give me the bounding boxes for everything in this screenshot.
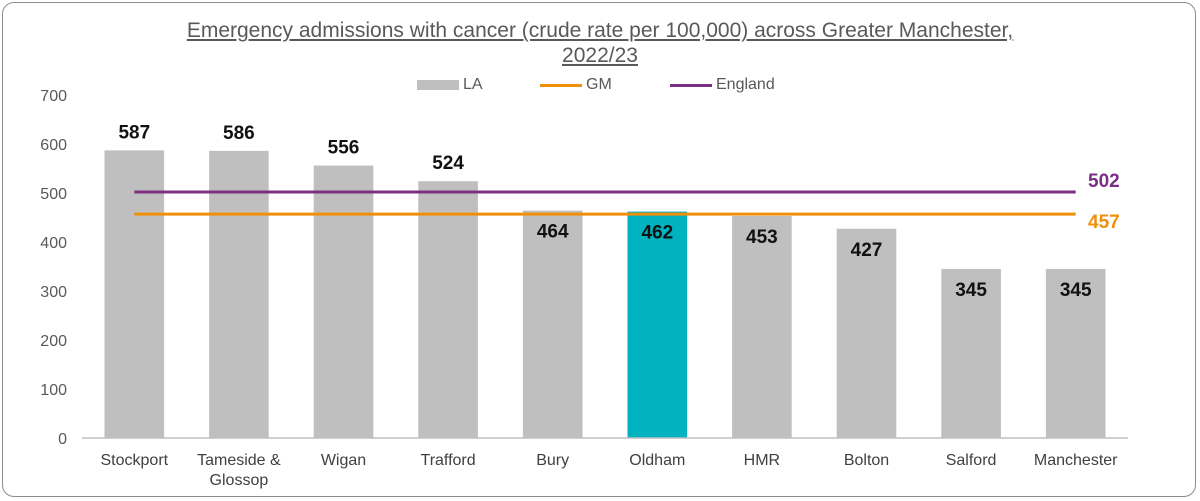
y-tick-label: 600 — [40, 137, 67, 154]
data-label: 345 — [955, 280, 987, 301]
chart-title-line-2: 2022/23 — [562, 44, 638, 67]
legend: LA GM England — [0, 76, 1200, 96]
legend-swatch-england — [670, 83, 712, 87]
y-tick-label: 300 — [40, 284, 67, 301]
x-tick-label: Tameside & — [197, 452, 281, 469]
x-tick-label: Bolton — [844, 452, 889, 469]
reference-line-label: 502 — [1088, 171, 1120, 192]
bar — [732, 216, 792, 438]
bar — [209, 150, 269, 439]
bar — [836, 228, 897, 438]
x-tick-label: Wigan — [321, 452, 366, 469]
data-label: 427 — [851, 240, 883, 261]
data-label: 453 — [746, 227, 778, 248]
bar — [941, 268, 1001, 438]
bar — [313, 165, 374, 438]
bar — [1045, 268, 1106, 438]
legend-swatch-gm — [540, 83, 582, 87]
x-tick-label: Stockport — [101, 452, 169, 469]
legend-swatch-la — [417, 80, 459, 90]
data-label: 524 — [432, 153, 464, 174]
reference-line-label: 457 — [1088, 212, 1120, 233]
data-label: 462 — [641, 223, 673, 244]
y-tick-label: 700 — [40, 88, 67, 105]
chart-title: Emergency admissions with cancer (crude … — [0, 18, 1200, 68]
data-label: 464 — [537, 222, 569, 243]
legend-item-la: LA — [417, 76, 483, 94]
x-tick-label: Salford — [946, 452, 997, 469]
y-tick-label: 400 — [40, 235, 67, 252]
x-tick-label: Oldham — [629, 452, 685, 469]
legend-label-england: England — [716, 76, 775, 93]
legend-item-gm: GM — [540, 76, 612, 94]
y-tick-label: 200 — [40, 333, 67, 350]
data-label: 556 — [328, 138, 360, 159]
bar — [627, 211, 688, 438]
y-tick-label: 500 — [40, 186, 67, 203]
x-tick-label: Bury — [536, 452, 569, 469]
bar — [104, 150, 165, 438]
legend-label-la: LA — [463, 76, 483, 93]
x-tick-label: Glossop — [210, 472, 269, 489]
data-label: 345 — [1060, 280, 1092, 301]
bar — [418, 181, 478, 439]
x-tick-label: HMR — [744, 452, 780, 469]
data-label: 587 — [118, 122, 150, 143]
x-tick-label: Trafford — [421, 452, 476, 469]
data-label: 586 — [223, 123, 255, 144]
x-tick-label: Manchester — [1034, 452, 1118, 469]
legend-label-gm: GM — [586, 76, 612, 93]
chart-title-line-1: Emergency admissions with cancer (crude … — [186, 19, 1014, 42]
legend-item-england: England — [670, 76, 775, 94]
y-tick-label: 100 — [40, 382, 67, 399]
y-tick-label: 0 — [58, 431, 67, 448]
bar — [522, 210, 583, 438]
